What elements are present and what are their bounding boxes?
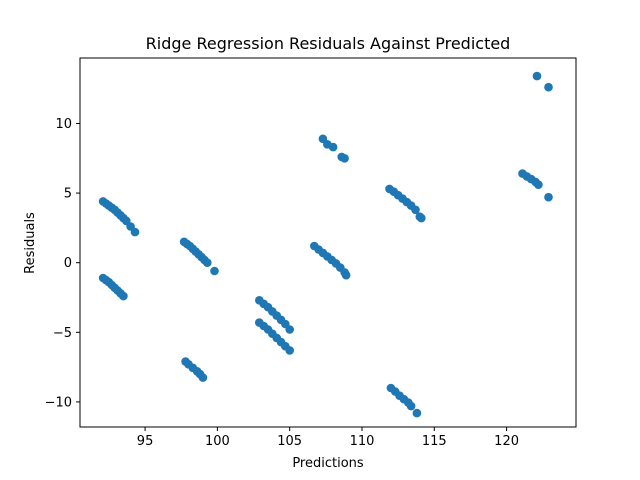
x-tick-label: 110 xyxy=(350,434,375,449)
plot-area-frame xyxy=(79,57,577,428)
data-point xyxy=(285,346,295,355)
data-point xyxy=(411,205,420,215)
data-point xyxy=(210,266,219,276)
data-point xyxy=(412,408,422,418)
x-tick-label: 100 xyxy=(205,434,230,449)
y-axis-label: Residuals xyxy=(23,212,38,274)
x-axis-label: Predictions xyxy=(292,456,364,471)
y-tick-label: −10 xyxy=(45,395,72,410)
data-point xyxy=(340,154,349,163)
data-point xyxy=(328,142,338,152)
points-layer xyxy=(98,71,553,418)
data-point xyxy=(544,82,553,92)
y-tick-label: 0 xyxy=(64,256,72,271)
data-point xyxy=(341,270,351,280)
data-point xyxy=(532,71,542,81)
data-point xyxy=(130,227,140,237)
x-tick-label: 120 xyxy=(494,434,519,449)
y-tick-label: 10 xyxy=(55,117,72,132)
x-tick-label: 115 xyxy=(422,434,447,449)
data-point xyxy=(198,373,208,382)
data-point xyxy=(406,401,416,411)
data-point xyxy=(203,258,212,268)
y-axis: −10 −5 0 5 10 xyxy=(45,117,80,410)
data-point xyxy=(544,192,553,202)
data-point xyxy=(285,325,295,334)
chart-title: Ridge Regression Residuals Against Predi… xyxy=(146,34,511,53)
x-axis: 95 100 105 110 115 120 xyxy=(137,427,519,449)
x-tick-label: 105 xyxy=(277,434,302,449)
data-point xyxy=(417,213,426,223)
y-tick-label: −5 xyxy=(53,326,72,341)
x-tick-label: 95 xyxy=(137,434,154,449)
y-tick-label: 5 xyxy=(64,187,72,202)
data-point xyxy=(534,180,543,189)
data-point xyxy=(119,291,128,301)
